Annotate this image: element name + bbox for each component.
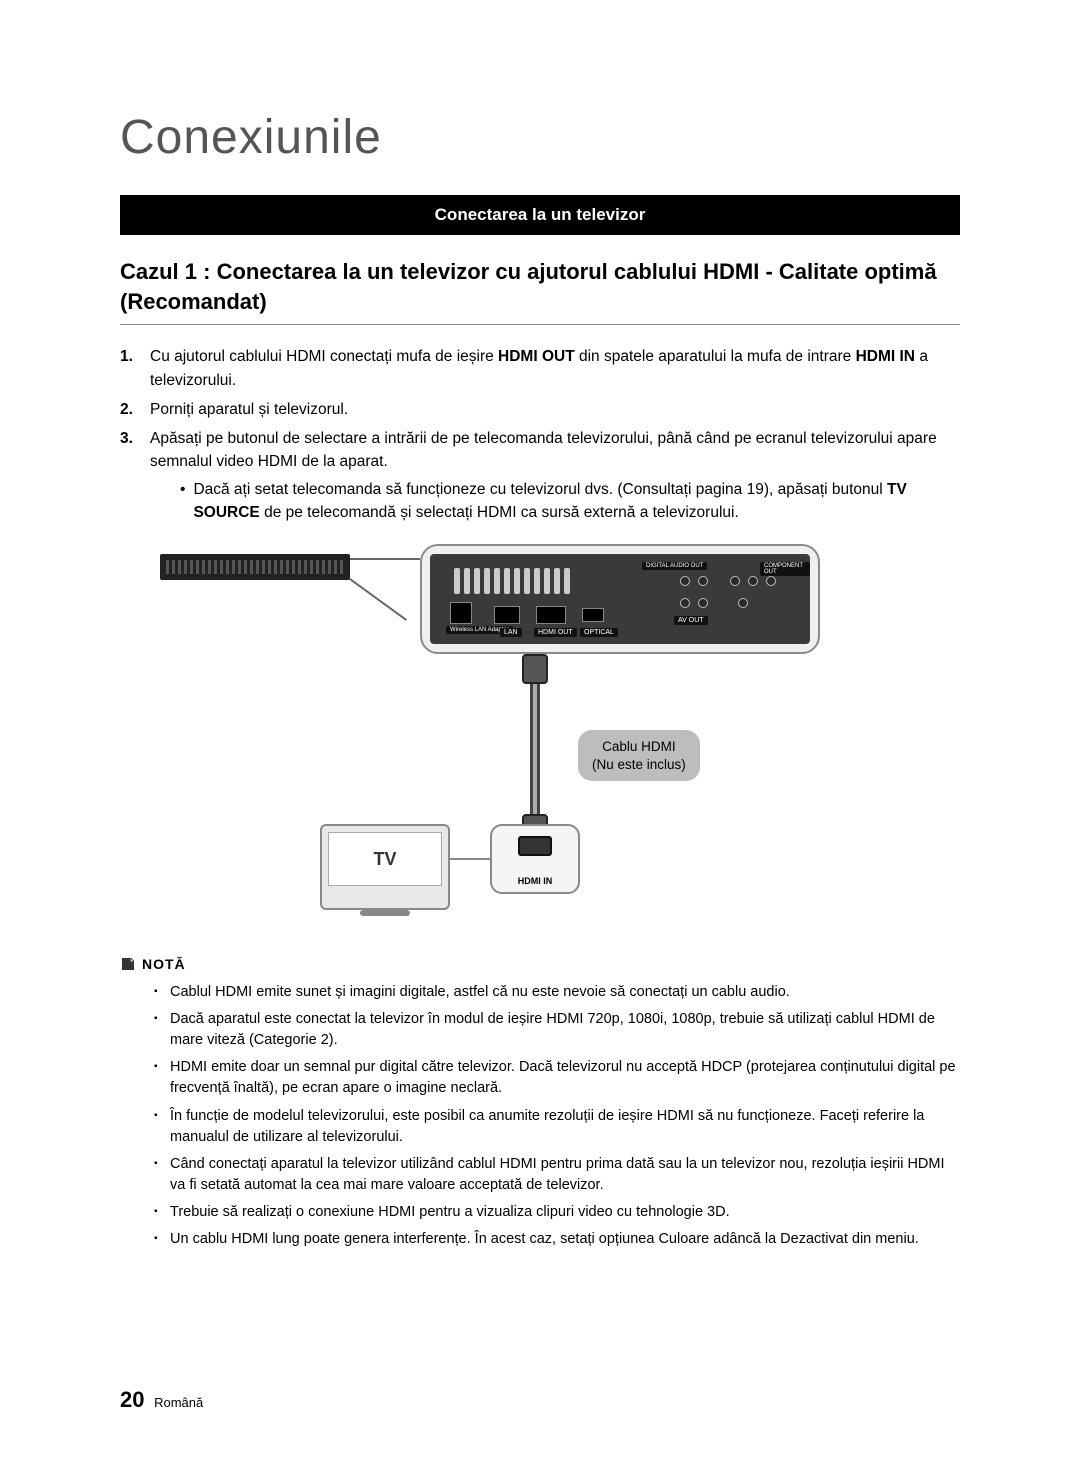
- case-subtitle: Cazul 1 : Conectarea la un televizor cu …: [120, 257, 960, 325]
- note-item: Un cablu HDMI lung poate genera interfer…: [154, 1229, 960, 1250]
- tv-illustration: TV: [320, 824, 450, 910]
- page-title: Conexiunile: [120, 110, 960, 165]
- step-2-body: Porniți aparatul și televizorul.: [150, 398, 960, 421]
- step-2: 2. Porniți aparatul și televizorul.: [120, 398, 960, 421]
- step-3-body: Apăsați pe butonul de selectare a intrăr…: [150, 427, 960, 524]
- label-component: COMPONENT OUT: [760, 562, 810, 576]
- note-list: Cablul HDMI emite sunet și imagini digit…: [120, 982, 960, 1249]
- hdmi-plug-top: [522, 654, 548, 684]
- note-heading: NOTĂ: [120, 954, 960, 974]
- optical-port: [582, 608, 604, 622]
- hdmi-in-box: HDMI IN: [490, 824, 580, 894]
- hdmi-out-port: [536, 606, 566, 624]
- wireless-port: [450, 602, 472, 624]
- callout-line-top: [350, 558, 420, 560]
- device-front-view: [160, 554, 350, 580]
- port-dot: [698, 598, 708, 608]
- hdmi-in-label: HDMI IN: [492, 876, 578, 886]
- label-optical: OPTICAL: [580, 628, 618, 637]
- tv-stand: [360, 910, 410, 916]
- page-language: Română: [154, 1395, 203, 1410]
- vent-grille: [454, 568, 570, 594]
- step-3-num: 3.: [120, 427, 150, 524]
- label-lan: LAN: [500, 628, 522, 637]
- section-header: Conectarea la un televizor: [120, 195, 960, 235]
- note-item: Dacă aparatul este conectat la televizor…: [154, 1009, 960, 1051]
- step-1-num: 1.: [120, 345, 150, 392]
- step-2-num: 2.: [120, 398, 150, 421]
- tv-screen: TV: [328, 832, 442, 886]
- label-hdmi-out: HDMI OUT: [534, 628, 577, 637]
- note-heading-text: NOTĂ: [142, 954, 186, 974]
- cable-label-line2: (Nu este inclus): [592, 756, 686, 774]
- port-dot: [730, 576, 740, 586]
- step-3-sub: Dacă ați setat telecomanda să funcționez…: [180, 478, 960, 525]
- callout-line-bot: [350, 578, 408, 620]
- port-dot: [766, 576, 776, 586]
- lan-port: [494, 606, 520, 624]
- note-item: Cablul HDMI emite sunet și imagini digit…: [154, 982, 960, 1003]
- port-dot: [680, 576, 690, 586]
- note-block: NOTĂ Cablul HDMI emite sunet și imagini …: [120, 954, 960, 1249]
- hdmi-cable: [530, 684, 540, 814]
- note-item: Trebuie să realizați o conexiune HDMI pe…: [154, 1202, 960, 1223]
- note-item: În funcție de modelul televizorului, est…: [154, 1106, 960, 1148]
- step-3: 3. Apăsați pe butonul de selectare a int…: [120, 427, 960, 524]
- rear-inner: Wireless LAN Adapter LAN HDMI OUT OPTICA…: [430, 554, 810, 644]
- cable-label: Cablu HDMI (Nu este inclus): [578, 730, 700, 781]
- steps-list: 1. Cu ajutorul cablului HDMI conectați m…: [120, 345, 960, 524]
- port-dot: [698, 576, 708, 586]
- port-dot: [748, 576, 758, 586]
- label-av-out: AV OUT: [674, 616, 708, 625]
- note-item: Când conectați aparatul la televizor uti…: [154, 1154, 960, 1196]
- note-icon: [120, 956, 136, 972]
- port-dot: [738, 598, 748, 608]
- cable-label-line1: Cablu HDMI: [592, 738, 686, 756]
- hdmi-in-port: [518, 836, 552, 856]
- device-rear-panel: Wireless LAN Adapter LAN HDMI OUT OPTICA…: [420, 544, 820, 654]
- tv-connector-line: [450, 858, 490, 860]
- page-footer: 20 Română: [120, 1387, 203, 1413]
- label-digital-audio: DIGITAL AUDIO OUT: [642, 562, 707, 570]
- step-1-body: Cu ajutorul cablului HDMI conectați mufa…: [150, 345, 960, 392]
- page-number: 20: [120, 1387, 144, 1412]
- step-1: 1. Cu ajutorul cablului HDMI conectați m…: [120, 345, 960, 392]
- note-item: HDMI emite doar un semnal pur digital că…: [154, 1057, 960, 1099]
- port-dot: [680, 598, 690, 608]
- connection-diagram: Wireless LAN Adapter LAN HDMI OUT OPTICA…: [160, 544, 920, 934]
